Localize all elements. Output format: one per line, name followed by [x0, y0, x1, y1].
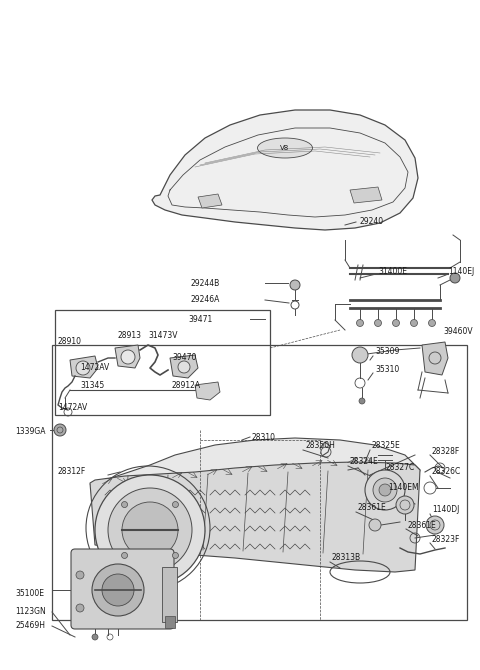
Text: 28361E: 28361E [358, 503, 387, 513]
Polygon shape [70, 356, 98, 378]
Text: 31400E: 31400E [378, 267, 407, 277]
Bar [55, 310, 270, 415]
Circle shape [290, 280, 300, 290]
Circle shape [396, 496, 414, 514]
Circle shape [76, 571, 84, 579]
Text: V8: V8 [280, 145, 289, 151]
Text: 29240: 29240 [360, 218, 384, 226]
Text: 28324E: 28324E [350, 458, 379, 466]
Circle shape [102, 574, 134, 606]
Circle shape [374, 320, 382, 326]
Text: 28361E: 28361E [408, 521, 437, 529]
Circle shape [369, 519, 381, 531]
Text: 31345: 31345 [80, 381, 104, 389]
Circle shape [95, 475, 205, 585]
Text: 1339GA: 1339GA [15, 427, 46, 436]
Text: 39460V: 39460V [443, 328, 473, 336]
Circle shape [450, 273, 460, 283]
Circle shape [121, 350, 135, 364]
Text: 35100E: 35100E [15, 588, 44, 598]
Text: 28327C: 28327C [385, 464, 414, 472]
Circle shape [76, 361, 90, 375]
Polygon shape [115, 345, 140, 368]
Circle shape [121, 502, 128, 508]
Circle shape [410, 320, 418, 326]
Polygon shape [152, 110, 418, 230]
Text: 28913: 28913 [118, 330, 142, 340]
Text: 1140DJ: 1140DJ [432, 505, 459, 515]
Circle shape [92, 564, 144, 616]
Circle shape [178, 361, 190, 373]
Circle shape [54, 424, 66, 436]
Polygon shape [350, 187, 382, 203]
Text: 39470: 39470 [172, 354, 196, 362]
FancyBboxPatch shape [71, 549, 174, 629]
Circle shape [393, 320, 399, 326]
Circle shape [357, 320, 363, 326]
Circle shape [108, 488, 192, 572]
Text: 28910: 28910 [58, 338, 82, 346]
Circle shape [365, 470, 405, 510]
Text: 28313B: 28313B [332, 553, 361, 563]
Text: 28323F: 28323F [432, 535, 460, 545]
Text: 28325E: 28325E [372, 440, 401, 450]
Circle shape [359, 398, 365, 404]
Text: 29244B: 29244B [191, 279, 220, 287]
Circle shape [426, 516, 444, 534]
Circle shape [172, 553, 179, 559]
Polygon shape [90, 438, 420, 502]
Text: 28312F: 28312F [58, 468, 86, 476]
Text: 1140EM: 1140EM [388, 484, 419, 492]
Text: 28326C: 28326C [432, 468, 461, 476]
Circle shape [172, 502, 179, 508]
Circle shape [379, 484, 391, 496]
Text: 28912A: 28912A [172, 381, 201, 389]
Text: 1472AV: 1472AV [58, 403, 87, 411]
Bar [165, 616, 175, 628]
Polygon shape [170, 355, 198, 378]
Polygon shape [90, 462, 420, 572]
Text: 1140EJ: 1140EJ [448, 267, 474, 277]
Text: 1472AV: 1472AV [80, 364, 109, 373]
Bar [52, 345, 467, 620]
Circle shape [373, 478, 397, 502]
Polygon shape [198, 194, 222, 208]
Text: 28310: 28310 [252, 433, 276, 442]
Text: 1123GN: 1123GN [15, 608, 46, 616]
Circle shape [429, 320, 435, 326]
Text: 31473V: 31473V [148, 330, 178, 340]
Text: 35310: 35310 [375, 366, 399, 375]
Circle shape [76, 604, 84, 612]
Circle shape [352, 347, 368, 363]
Polygon shape [422, 342, 448, 375]
Text: 39471: 39471 [189, 316, 213, 324]
Circle shape [121, 553, 128, 559]
Circle shape [92, 634, 98, 640]
Polygon shape [195, 382, 220, 400]
Text: 28328F: 28328F [432, 448, 460, 456]
Bar [162, 567, 177, 622]
Text: 35309: 35309 [375, 348, 399, 356]
Text: 29246A: 29246A [191, 295, 220, 304]
Ellipse shape [257, 138, 312, 158]
Circle shape [122, 502, 178, 558]
Text: 25469H: 25469H [15, 620, 45, 630]
Text: 28350H: 28350H [305, 440, 335, 450]
